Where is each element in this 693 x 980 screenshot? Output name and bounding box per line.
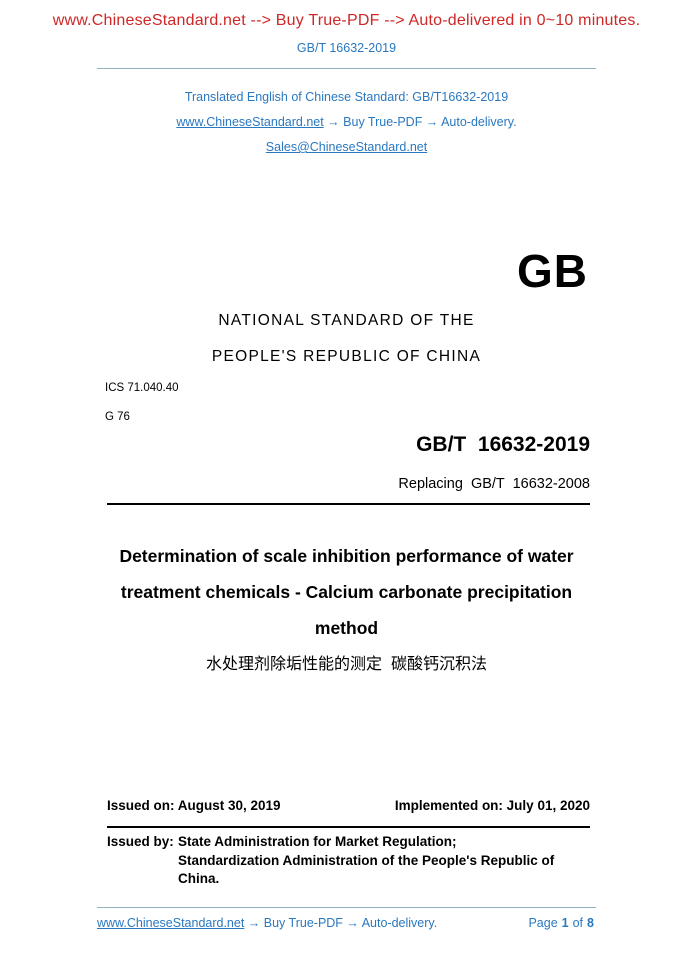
of-label: of: [572, 916, 584, 930]
title-line-3: method: [314, 618, 379, 638]
page-label: Page: [528, 916, 558, 930]
translated-note: Translated English of Chinese Standard: …: [184, 90, 509, 104]
footer-link-line: www.ChineseStandard.net → Buy True-PDF →…: [97, 916, 437, 930]
footer-divider: [97, 907, 596, 908]
issued-on-date: Issued on: August 30, 2019: [107, 798, 281, 813]
footer-site-link[interactable]: www.ChineseStandard.net: [97, 916, 245, 930]
issued-by-label: Issued by:: [107, 834, 174, 849]
promo-banner: www.ChineseStandard.net --> Buy True-PDF…: [52, 12, 641, 29]
dates-divider: [107, 826, 590, 828]
buy-link-rest: → Buy True-PDF → Auto-delivery.: [323, 115, 517, 129]
issuer-line-1: State Administration for Market Regulati…: [178, 834, 457, 849]
implemented-on-date: Implemented on: July 01, 2020: [394, 798, 590, 813]
standard-number: GB/T 16632-2019: [416, 433, 590, 456]
issued-by-block: Issued by: State Administration for Mark…: [107, 833, 598, 889]
doc-number-header: GB/T 16632-2019: [296, 41, 397, 55]
email-line: Sales@ChineseStandard.net: [0, 140, 693, 154]
national-standard-line-1: NATIONAL STANDARD OF THE: [218, 312, 475, 329]
replacing-note: Replacing GB/T 16632-2008: [398, 476, 590, 492]
chinese-title: 水处理剂除垢性能的测定 碳酸钙沉积法: [206, 656, 487, 673]
standard-title: Determination of scale inhibition perfor…: [70, 538, 623, 646]
page-total: 8: [587, 916, 594, 930]
issuer-line-2: Standardization Administration of the Pe…: [178, 852, 555, 868]
issued-by-body: State Administration for Market Regulati…: [178, 833, 598, 889]
buy-link-line: www.ChineseStandard.net → Buy True-PDF →…: [0, 115, 693, 129]
site-link[interactable]: www.ChineseStandard.net: [176, 115, 324, 129]
dates-row: Issued on: August 30, 2019 Implemented o…: [107, 798, 590, 813]
page-number: 1: [561, 916, 569, 930]
heading-divider: [107, 503, 590, 505]
email-link[interactable]: Sales@ChineseStandard.net: [265, 140, 428, 154]
footer-link-rest: → Buy True-PDF → Auto-delivery.: [244, 916, 438, 930]
issuer-line-3: China.: [178, 871, 220, 886]
class-code: G 76: [105, 411, 130, 423]
national-standard-line-2: PEOPLE'S REPUBLIC OF CHINA: [211, 348, 482, 365]
footer: www.ChineseStandard.net → Buy True-PDF →…: [97, 916, 594, 930]
header-divider: [97, 68, 596, 69]
title-line-1: Determination of scale inhibition perfor…: [119, 546, 574, 566]
gb-logo: GB: [517, 245, 588, 297]
page-indicator: Page 1 of 8: [524, 916, 594, 930]
ics-code: ICS 71.040.40: [105, 382, 179, 394]
title-line-2: treatment chemicals - Calcium carbonate …: [120, 582, 573, 602]
